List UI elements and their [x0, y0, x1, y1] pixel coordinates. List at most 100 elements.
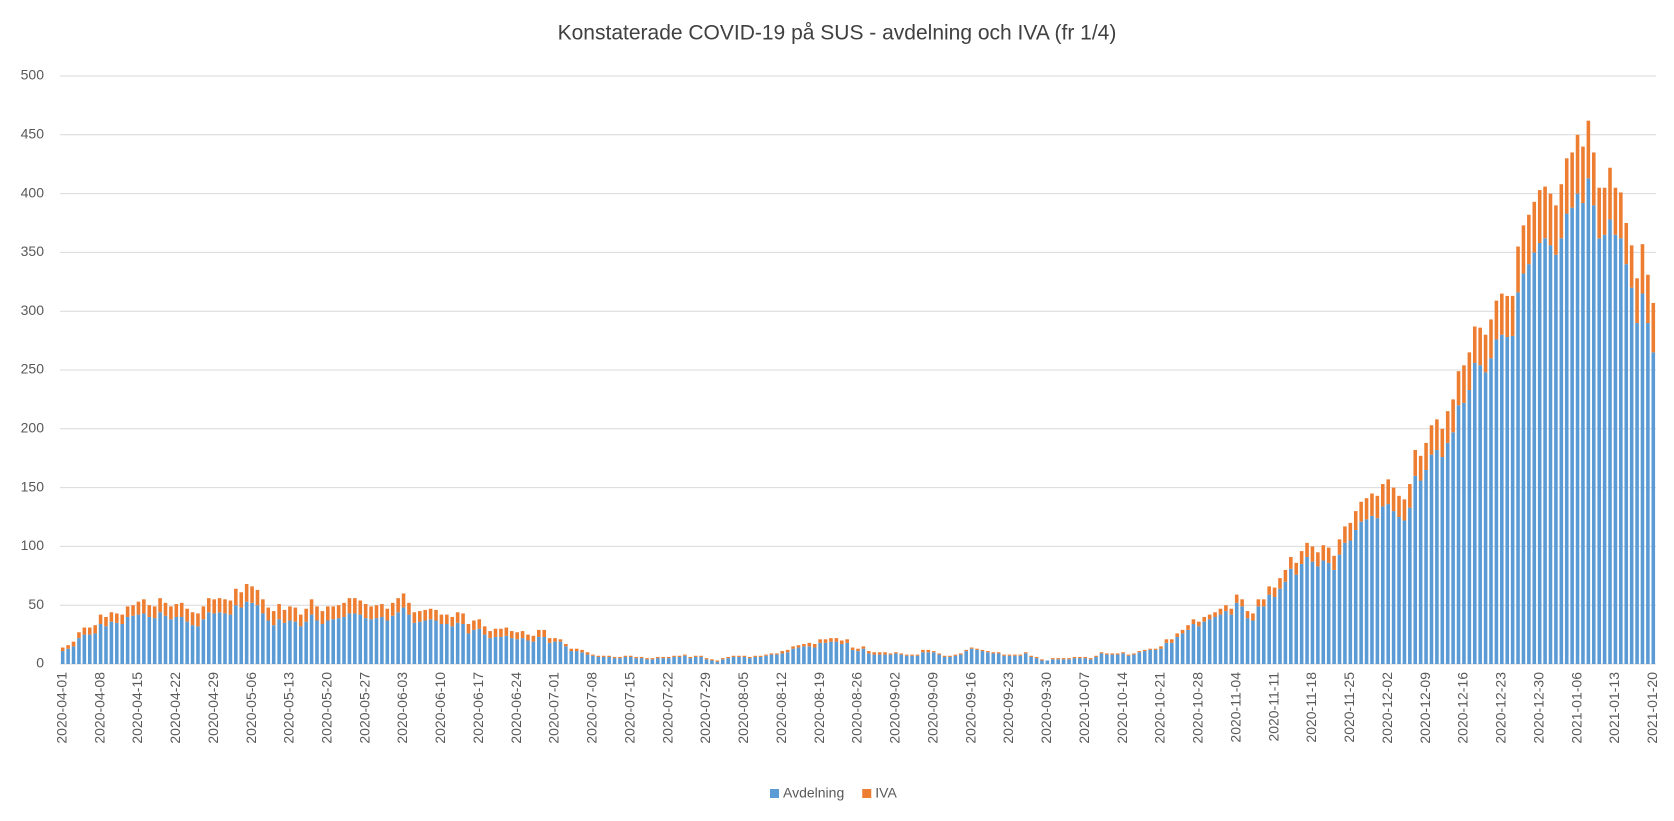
bar-segment	[753, 656, 757, 664]
bar-segment	[818, 639, 822, 643]
bar-segment	[185, 621, 189, 664]
bar-segment	[1083, 658, 1088, 664]
bar-segment	[1635, 322, 1639, 664]
bar-segment	[482, 626, 487, 635]
bar-segment	[1153, 649, 1158, 664]
bar-segment	[580, 649, 584, 653]
bar-segment	[1299, 564, 1304, 664]
bar-segment	[1337, 539, 1342, 555]
bar-segment	[277, 604, 281, 620]
bar-segment	[585, 652, 590, 655]
bar-segment	[407, 614, 411, 664]
bar-segment	[353, 613, 357, 664]
bar-segment	[515, 632, 519, 640]
bar-segment	[1451, 432, 1455, 664]
bar-segment	[1013, 655, 1017, 664]
x-tick-label: 2020-11-25	[1341, 672, 1357, 743]
bar-segment	[1294, 574, 1299, 664]
bar-segment	[1175, 633, 1179, 637]
x-tick-label: 2020-10-28	[1190, 672, 1206, 744]
bar-segment	[1018, 654, 1023, 656]
bar-segment	[1305, 556, 1309, 664]
bar-segment	[1353, 529, 1358, 664]
y-tick-label: 350	[21, 243, 45, 259]
bar-segment	[1159, 648, 1163, 664]
x-tick-label: 2020-07-22	[659, 672, 675, 744]
bar-segment	[796, 645, 801, 648]
bar-segment	[1018, 655, 1023, 664]
bar-segment	[1521, 273, 1526, 664]
bar-segment	[152, 606, 157, 619]
bar-segment	[326, 606, 330, 621]
bar-segment	[839, 644, 844, 664]
bar-segment	[564, 644, 568, 647]
bar-segment	[791, 648, 795, 664]
bar-segment	[445, 624, 449, 664]
bar-segment	[1034, 658, 1039, 664]
bar-segment	[1510, 295, 1515, 336]
bar-segment	[331, 619, 335, 664]
bar-segment	[504, 635, 509, 664]
bar-segment	[293, 621, 298, 664]
x-tick-label: 2020-08-19	[811, 672, 827, 744]
bar-segment	[1115, 653, 1120, 655]
bar-segment	[693, 655, 698, 657]
bar-segment	[829, 638, 833, 642]
bar-segment	[1056, 658, 1060, 660]
y-tick-label: 400	[21, 184, 45, 200]
bar-segment	[1462, 402, 1466, 664]
bar-segment	[1613, 187, 1618, 235]
bar-segment	[1213, 616, 1217, 664]
bar-segment	[1435, 419, 1439, 450]
x-tick-label: 2020-05-27	[356, 672, 372, 744]
x-tick-label: 2020-04-22	[167, 672, 183, 744]
bar-segment	[1505, 295, 1510, 338]
bar-segment	[158, 612, 162, 664]
bar-segment	[910, 655, 914, 664]
bar-segment	[547, 642, 552, 664]
bar-segment	[1126, 654, 1131, 656]
bar-segment	[758, 656, 763, 664]
bar-segment	[304, 621, 308, 664]
bar-segment	[1456, 405, 1461, 664]
bar-segment	[93, 633, 97, 664]
bar-segment	[964, 651, 968, 664]
bar-segment	[417, 611, 422, 622]
bar-segment	[1413, 475, 1418, 664]
bar-segment	[1537, 190, 1542, 243]
bar-segment	[428, 608, 433, 620]
bar-segment	[628, 656, 633, 664]
y-tick-label: 50	[28, 596, 44, 612]
bar-segment	[1370, 515, 1374, 664]
bar-segment	[883, 654, 887, 664]
bar-segment	[769, 653, 774, 655]
bar-segment	[266, 607, 271, 621]
y-tick-label: 0	[36, 655, 44, 671]
bar-segment	[607, 655, 611, 657]
bar-segment	[136, 601, 141, 615]
bar-segment	[1494, 300, 1499, 340]
bar-segment	[1483, 372, 1488, 664]
bar-segment	[1056, 659, 1060, 664]
bar-segment	[699, 656, 703, 664]
bar-segment	[931, 651, 936, 653]
x-tick-label: 2020-07-08	[584, 672, 600, 744]
bar-segment	[812, 644, 817, 648]
bar-segment	[1278, 578, 1282, 589]
bar-segment	[439, 614, 444, 625]
bar-segment	[520, 638, 525, 664]
bar-segment	[666, 658, 671, 664]
bar-segment	[1375, 518, 1380, 664]
bar-segment	[1646, 274, 1650, 323]
bar-segment	[834, 641, 839, 664]
bar-segment	[601, 655, 606, 657]
bar-segment	[1613, 234, 1618, 664]
bar-segment	[1110, 653, 1115, 655]
bar-segment	[1316, 552, 1320, 567]
bar-segment	[1045, 660, 1050, 664]
bar-segment	[618, 658, 622, 664]
bar-segment	[515, 639, 519, 664]
bar-segment	[250, 602, 254, 664]
bar-segment	[704, 659, 709, 664]
